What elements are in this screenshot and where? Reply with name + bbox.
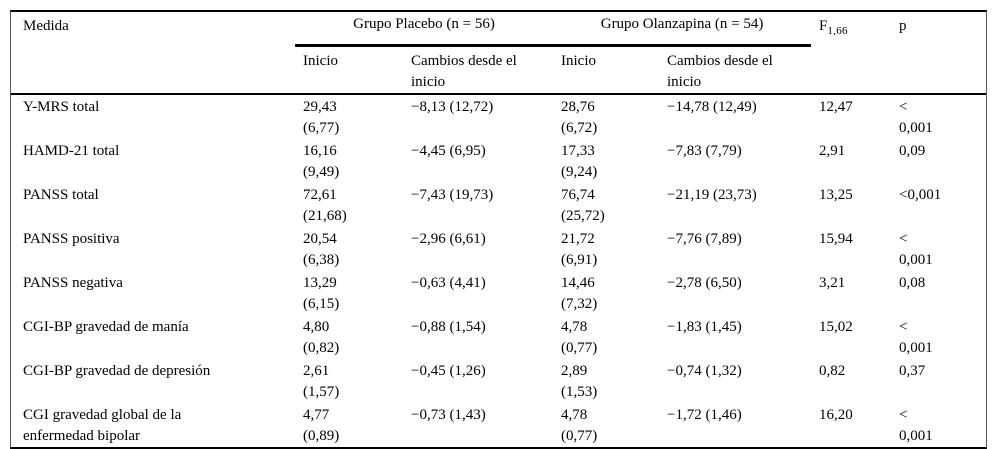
cell-f-value: 3,21 bbox=[819, 275, 846, 291]
table-row-panss-negativa: PANSS negativa 13,29 (6,15) −0,63 (4,41)… bbox=[11, 271, 986, 315]
cell-olanzapina-inicio: 4,78 (0,77) bbox=[561, 319, 598, 356]
cell-placebo-cambios: −4,45 (6,95) bbox=[411, 143, 486, 159]
cell-measure: CGI-BP gravedad de depresión bbox=[23, 363, 211, 379]
cell-placebo-cambios: −7,43 (19,73) bbox=[411, 187, 494, 203]
table-row-hamd: HAMD-21 total 16,16 (9,49) −4,45 (6,95) … bbox=[11, 139, 986, 183]
table-row-cgi-mania: CGI-BP gravedad de manía 4,80 (0,82) −0,… bbox=[11, 315, 986, 359]
cell-measure: PANSS total bbox=[23, 187, 99, 203]
cell-olanzapina-cambios: −14,78 (12,49) bbox=[667, 99, 757, 115]
col-header-group-olanzapina: Grupo Olanzapina (n = 54) bbox=[553, 12, 812, 47]
col-header-olanzapina-inicio: Inicio bbox=[553, 45, 660, 95]
cell-placebo-cambios: −0,88 (1,54) bbox=[411, 319, 486, 335]
cell-olanzapina-inicio: 28,76 (6,72) bbox=[561, 99, 598, 136]
cell-measure: HAMD-21 total bbox=[23, 143, 120, 159]
cell-olanzapina-inicio: 2,89 (1,53) bbox=[561, 363, 598, 400]
cell-olanzapina-inicio: 14,46 (7,32) bbox=[561, 275, 598, 312]
cell-p-value: 0,37 bbox=[899, 363, 926, 379]
results-table-container: Medida Grupo Placebo (n = 56) Grupo Olan… bbox=[10, 10, 987, 449]
col-header-placebo-inicio: Inicio bbox=[295, 45, 403, 95]
cell-placebo-cambios: −0,73 (1,43) bbox=[411, 407, 486, 423]
col-header-p-value: p bbox=[891, 12, 987, 95]
cell-measure: CGI gravedad global de la enfermedad bip… bbox=[23, 407, 182, 444]
cell-f-value: 2,91 bbox=[819, 143, 846, 159]
cell-measure: CGI-BP gravedad de manía bbox=[23, 319, 189, 335]
cell-f-value: 0,82 bbox=[819, 363, 846, 379]
col-header-olanzapina-cambios: Cambios desde el inicio bbox=[659, 45, 812, 95]
cell-placebo-inicio: 16,16 (9,49) bbox=[303, 143, 340, 180]
cell-p-value: < 0,001 bbox=[899, 99, 933, 136]
f-subscript: 1,66 bbox=[827, 25, 848, 37]
cell-f-value: 13,25 bbox=[819, 187, 853, 203]
table-row-ymrs: Y-MRS total 29,43 (6,77) −8,13 (12,72) 2… bbox=[11, 94, 986, 139]
cell-placebo-inicio: 2,61 (1,57) bbox=[303, 363, 340, 400]
cell-placebo-cambios: −0,63 (4,41) bbox=[411, 275, 486, 291]
header-row-sub: Inicio Cambios desde el inicio Inicio Ca… bbox=[11, 45, 986, 95]
cell-placebo-inicio: 13,29 (6,15) bbox=[303, 275, 340, 312]
f-label: F bbox=[819, 18, 828, 34]
col-header-placebo-cambios: Cambios desde el inicio bbox=[403, 45, 554, 95]
cell-f-value: 15,02 bbox=[819, 319, 853, 335]
cell-placebo-cambios: −2,96 (6,61) bbox=[411, 231, 486, 247]
cell-olanzapina-cambios: −1,72 (1,46) bbox=[667, 407, 742, 423]
col-header-medida: Medida bbox=[11, 12, 295, 95]
cell-placebo-cambios: −0,45 (1,26) bbox=[411, 363, 486, 379]
table-row-panss-total: PANSS total 72,61 (21,68) −7,43 (19,73) … bbox=[11, 183, 986, 227]
cell-placebo-inicio: 20,54 (6,38) bbox=[303, 231, 340, 268]
cell-placebo-inicio: 4,77 (0,89) bbox=[303, 407, 340, 444]
header-row-groups: Medida Grupo Placebo (n = 56) Grupo Olan… bbox=[11, 12, 987, 95]
cell-placebo-inicio: 4,80 (0,82) bbox=[303, 319, 340, 356]
cell-measure: PANSS negativa bbox=[23, 275, 123, 291]
table-row-cgi-depresion: CGI-BP gravedad de depresión 2,61 (1,57)… bbox=[11, 359, 986, 403]
cell-olanzapina-cambios: −0,74 (1,32) bbox=[667, 363, 742, 379]
cell-olanzapina-cambios: −2,78 (6,50) bbox=[667, 275, 742, 291]
cell-olanzapina-inicio: 4,78 (0,77) bbox=[561, 407, 598, 444]
cell-measure: Y-MRS total bbox=[23, 99, 100, 115]
cell-p-value: 0,09 bbox=[899, 143, 926, 159]
table-row-panss-positiva: PANSS positiva 20,54 (6,38) −2,96 (6,61)… bbox=[11, 227, 986, 271]
col-header-f-statistic: F1,66 bbox=[811, 12, 892, 95]
cell-placebo-inicio: 29,43 (6,77) bbox=[303, 99, 340, 136]
table-row-cgi-global: CGI gravedad global de la enfermedad bip… bbox=[11, 403, 986, 447]
cell-f-value: 16,20 bbox=[819, 407, 853, 423]
cell-placebo-cambios: −8,13 (12,72) bbox=[411, 99, 494, 115]
cell-p-value: 0,08 bbox=[899, 275, 926, 291]
results-table: Medida Grupo Placebo (n = 56) Grupo Olan… bbox=[11, 12, 987, 447]
cell-olanzapina-cambios: −1,83 (1,45) bbox=[667, 319, 742, 335]
cell-olanzapina-cambios: −21,19 (23,73) bbox=[667, 187, 757, 203]
cell-p-value: <0,001 bbox=[899, 187, 942, 203]
cell-p-value: < 0,001 bbox=[899, 319, 933, 356]
cell-olanzapina-inicio: 76,74 (25,72) bbox=[561, 187, 605, 224]
cell-olanzapina-cambios: −7,76 (7,89) bbox=[667, 231, 742, 247]
cell-placebo-inicio: 72,61 (21,68) bbox=[303, 187, 347, 224]
cell-f-value: 15,94 bbox=[819, 231, 853, 247]
cell-p-value: < 0,001 bbox=[899, 407, 933, 444]
cell-olanzapina-inicio: 17,33 (9,24) bbox=[561, 143, 598, 180]
cell-olanzapina-inicio: 21,72 (6,91) bbox=[561, 231, 598, 268]
cell-p-value: < 0,001 bbox=[899, 231, 933, 268]
cell-measure: PANSS positiva bbox=[23, 231, 120, 247]
cell-olanzapina-cambios: −7,83 (7,79) bbox=[667, 143, 742, 159]
col-header-group-placebo: Grupo Placebo (n = 56) bbox=[295, 12, 554, 47]
cell-f-value: 12,47 bbox=[819, 99, 853, 115]
